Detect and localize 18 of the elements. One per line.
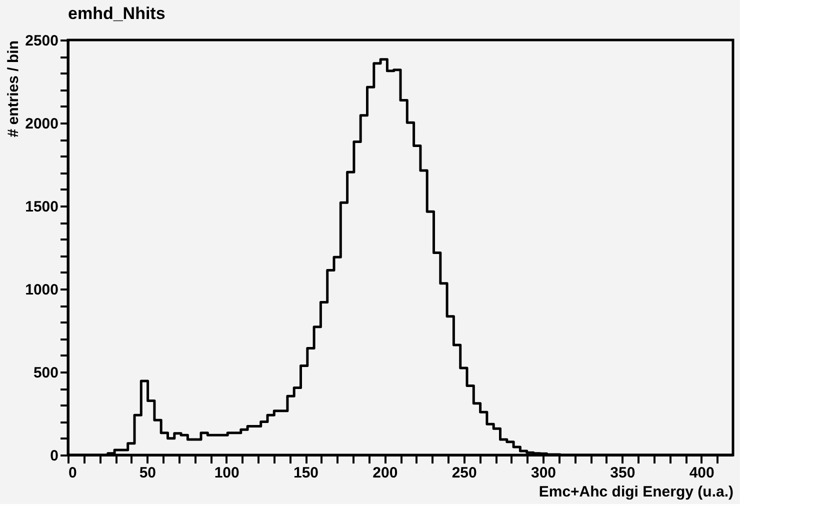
y-tick-label: 1000 <box>25 282 58 298</box>
x-tick-label: 200 <box>372 464 398 482</box>
x-tick-label: 150 <box>293 464 319 482</box>
x-tick-label: 250 <box>452 464 477 482</box>
y-tick-label: 0 <box>50 448 58 464</box>
y-tick-label: 2500 <box>25 32 58 50</box>
x-tick-label: 0 <box>68 464 77 482</box>
x-axis-title: Emc+Ahc digi Energy (u.a.) <box>538 484 734 500</box>
x-tick-label: 300 <box>530 464 556 482</box>
x-tick-label: 350 <box>610 464 636 482</box>
y-tick-label: 500 <box>33 364 58 382</box>
chart-title: emhd_Nhits <box>68 4 166 23</box>
x-tick-label: 50 <box>139 464 156 482</box>
y-axis-title: # entries / bin <box>5 40 22 138</box>
y-tick-label: 1500 <box>25 198 58 216</box>
x-tick-label: 400 <box>689 464 714 482</box>
y-tick-label: 2000 <box>25 116 58 132</box>
x-tick-label: 100 <box>214 464 240 482</box>
